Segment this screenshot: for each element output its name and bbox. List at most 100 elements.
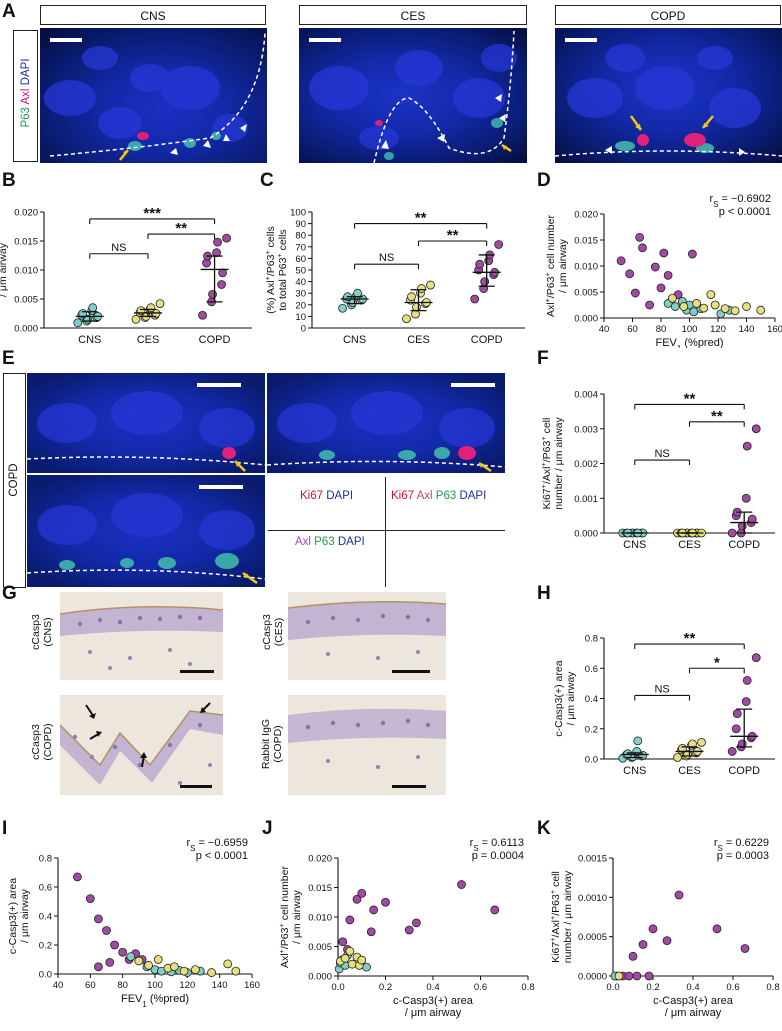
y-tick-label: 0.0005 xyxy=(578,932,607,943)
chart-i: 0.0 0.2 0.4 0.6 0.8 c-Casp3(+) area / μm airwa… xyxy=(7,837,260,1009)
data-point xyxy=(742,441,752,451)
x-category-label: CES xyxy=(407,334,430,346)
ihc-label-cns: cCasp3 (CNS) xyxy=(30,614,54,650)
sig-label: ** xyxy=(684,390,696,407)
e-legend-axl-p63-dapi: Axl P63 DAPI xyxy=(295,536,365,548)
y-tick-label: 0.6 xyxy=(585,664,598,675)
data-point xyxy=(352,894,362,904)
y-tick-label: 80 xyxy=(295,231,306,242)
data-point xyxy=(650,262,660,272)
sig-label: ** xyxy=(711,408,723,425)
x-axis-label: FEV1 (%pred) xyxy=(121,993,189,1009)
data-point xyxy=(635,233,645,242)
y-tick-label: 0.0 xyxy=(39,970,52,981)
stain-label-box: P63 Axl DAPI xyxy=(13,30,38,162)
y-tick-label: 0.000 xyxy=(308,972,332,983)
panel-letter-g: G xyxy=(2,583,17,604)
x-tick-label: 120 xyxy=(710,324,726,335)
x-tick-label: 40 xyxy=(53,980,64,991)
data-point xyxy=(131,314,141,324)
ihc-label-ces: cCasp3 (CES) xyxy=(261,614,285,650)
data-point xyxy=(490,905,500,915)
data-point xyxy=(338,303,347,313)
e-legend-ki67-dapi: Ki67 DAPI xyxy=(300,490,354,502)
data-point xyxy=(687,249,697,259)
sig-label: ** xyxy=(415,210,427,227)
panel-letter-b: B xyxy=(2,170,16,191)
y-tick-label: 0.000 xyxy=(574,529,598,540)
data-point xyxy=(710,300,720,310)
data-point xyxy=(94,962,103,972)
data-point xyxy=(381,897,390,907)
x-tick-label: 80 xyxy=(656,324,667,335)
data-point xyxy=(213,237,222,247)
x-tick-label: 0.2 xyxy=(379,982,392,993)
data-point xyxy=(632,971,642,981)
data-point xyxy=(614,971,624,981)
data-point xyxy=(155,299,165,309)
panel-letter-k: K xyxy=(537,818,551,839)
x-category-label: COPD xyxy=(471,334,503,346)
data-point xyxy=(357,955,367,965)
y-tick-label: 0.005 xyxy=(14,295,38,306)
y-axis-label: / μm airway xyxy=(0,242,9,297)
data-point xyxy=(126,952,136,962)
data-point xyxy=(208,289,217,299)
x-category-label: CNS xyxy=(78,334,101,346)
y-tick-label: 90 xyxy=(295,219,306,230)
data-point xyxy=(644,971,654,981)
data-point xyxy=(656,283,666,293)
y-axis-label: Axl+/P63+ cell number xyxy=(277,866,292,968)
data-point xyxy=(366,927,376,937)
ihc-copd xyxy=(60,695,223,795)
y-tick-label: 10 xyxy=(295,312,306,323)
panel-letter-f: F xyxy=(537,348,549,369)
data-point xyxy=(94,914,103,924)
stats-label: rS = −0.6902 xyxy=(709,193,771,209)
y-tick-label: 50 xyxy=(295,266,306,277)
y-axis-label: Ki67+/Axl+/P63+ cell xyxy=(539,418,554,510)
stats-label: p < 0.0001 xyxy=(719,206,771,218)
sig-label: ** xyxy=(447,227,459,244)
sig-label: NS xyxy=(379,252,394,264)
data-point xyxy=(475,259,485,269)
data-point xyxy=(699,303,709,313)
data-point xyxy=(688,739,697,749)
y-tick-label: 0.010 xyxy=(574,262,598,273)
data-point xyxy=(667,293,677,303)
e-legend-merge: Ki67 Axl P63 DAPI xyxy=(391,490,487,502)
data-point xyxy=(659,248,669,258)
micrograph-copd xyxy=(555,28,782,163)
data-point xyxy=(411,918,421,928)
data-point xyxy=(353,288,362,298)
stats-label: p < 0.0001 xyxy=(196,850,248,862)
x-tick-label: 0.0 xyxy=(331,982,344,993)
y-tick-label: 0.0010 xyxy=(578,893,607,904)
x-axis-label: FEV1 (%pred) xyxy=(656,337,724,348)
data-point xyxy=(633,736,643,746)
header-cns: CNS xyxy=(40,5,266,25)
x-tick-label: 160 xyxy=(244,980,260,991)
data-point xyxy=(662,936,672,945)
y-tick-label: 0.015 xyxy=(14,237,38,248)
data-point xyxy=(217,280,226,289)
x-tick-label: 0.8 xyxy=(766,982,779,993)
chart-f: 0.000 0.001 0.002 0.003 0.004 Ki67+/Axl+/P63+… xyxy=(539,390,775,551)
data-point xyxy=(727,528,737,538)
e-side-label: COPD xyxy=(8,463,20,497)
x-tick-label: 0.4 xyxy=(426,982,439,993)
data-point xyxy=(751,424,761,434)
data-point xyxy=(457,880,466,889)
header-ces: CES xyxy=(299,5,527,25)
x-category-label: CES xyxy=(137,334,160,346)
stats-label: rS = 0.6113 xyxy=(470,837,524,853)
x-tick-label: 0.2 xyxy=(646,982,659,993)
chart-h: 0.0 0.2 0.4 0.6 0.8 c-Casp3(+) area / μm airwa… xyxy=(553,630,775,777)
data-point xyxy=(689,307,699,317)
data-point xyxy=(720,304,730,314)
y-axis-label: / μm airway xyxy=(19,888,31,943)
x-tick-label: 120 xyxy=(179,980,195,991)
data-point xyxy=(88,303,98,313)
x-tick-label: 100 xyxy=(147,980,163,991)
